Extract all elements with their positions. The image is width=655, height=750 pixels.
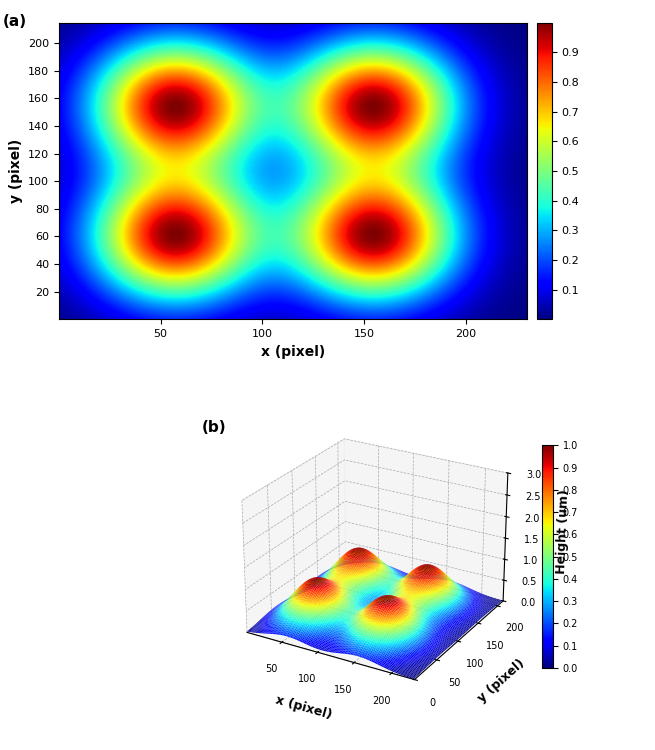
X-axis label: x (pixel): x (pixel): [261, 344, 325, 358]
Text: (b): (b): [202, 420, 226, 435]
Text: (a): (a): [3, 13, 27, 28]
Y-axis label: y (pixel): y (pixel): [476, 656, 528, 705]
Y-axis label: y (pixel): y (pixel): [9, 139, 22, 203]
X-axis label: x (pixel): x (pixel): [274, 693, 333, 722]
